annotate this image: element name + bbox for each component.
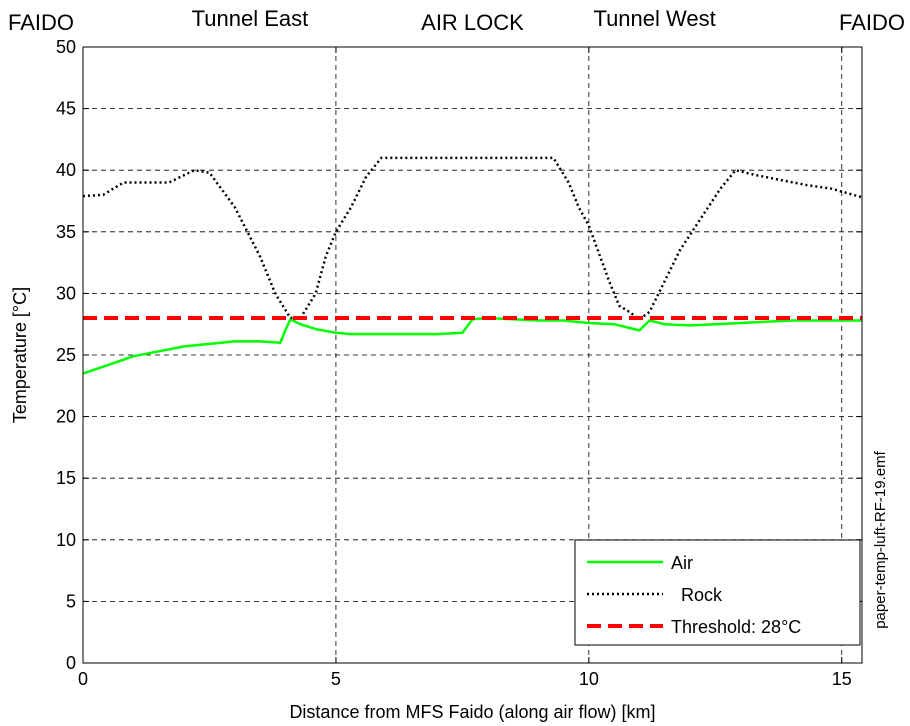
- side-note: paper-temp-luft-RF-19.emf: [872, 450, 889, 628]
- section-label: FAIDO: [839, 10, 905, 35]
- y-tick-label: 10: [56, 530, 76, 550]
- section-label: FAIDO: [8, 10, 74, 35]
- series-lines: [82, 156, 863, 375]
- y-axis-label: Temperature [°C]: [10, 287, 30, 423]
- y-tick-label: 40: [56, 160, 76, 180]
- x-tick-label: 15: [832, 669, 852, 689]
- y-tick-label: 30: [56, 283, 76, 303]
- y-tick-label: 50: [56, 37, 76, 57]
- series-line-solid: [82, 316, 862, 375]
- series-line-dotted: [82, 156, 863, 321]
- legend-label: Rock: [681, 585, 723, 605]
- legend-box: [574, 539, 861, 646]
- grid-lines: [83, 108, 862, 602]
- legend-label: Threshold: 28°C: [671, 617, 801, 637]
- legend-label: Air: [671, 553, 693, 573]
- section-label: Tunnel East: [192, 6, 309, 31]
- y-tick-label: 35: [56, 222, 76, 242]
- section-label: Tunnel West: [593, 6, 715, 31]
- x-tick-label: 10: [579, 669, 599, 689]
- x-tick-label: 5: [331, 669, 341, 689]
- y-tick-label: 20: [56, 407, 76, 427]
- y-tick-label: 0: [66, 653, 76, 673]
- section-labels: FAIDO Tunnel East AIR LOCK Tunnel West FAIDO: [8, 6, 905, 35]
- y-tick-label: 25: [56, 345, 76, 365]
- y-tick-label: 45: [56, 99, 76, 119]
- y-tick-label: 15: [56, 468, 76, 488]
- y-tick-label: 5: [66, 591, 76, 611]
- axis-ticks: 0 5 10 15 0 5 10 15 20 25 30 35 40 45 50: [56, 37, 862, 689]
- x-tick-label: 0: [78, 669, 88, 689]
- legend: Air Rock Threshold: 28°C: [574, 539, 861, 646]
- x-axis-label: Distance from MFS Faido (along air flow)…: [289, 702, 655, 722]
- section-label: AIR LOCK: [421, 10, 524, 35]
